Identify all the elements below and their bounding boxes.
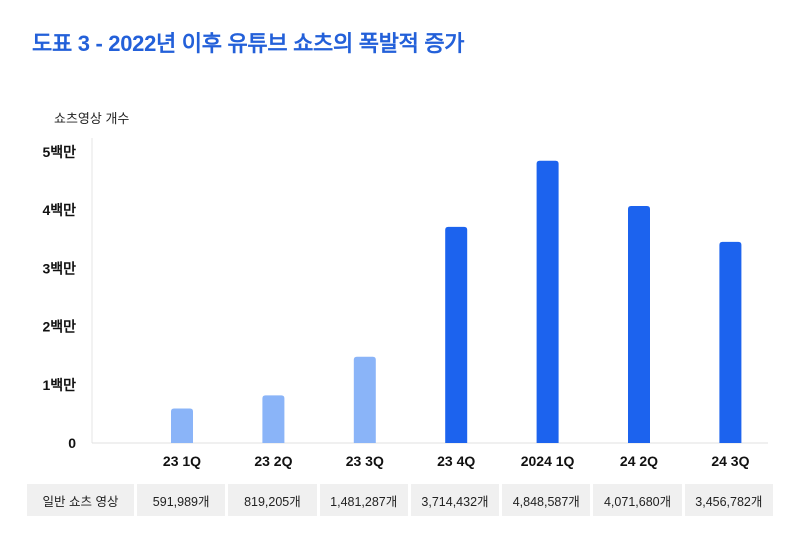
x-tick-label: 23 3Q	[346, 453, 384, 469]
bar	[171, 408, 193, 443]
table-cell: 3,714,432개	[410, 484, 500, 516]
bar	[262, 395, 285, 443]
table-cell: 591,989개	[137, 484, 226, 516]
x-tick-label: 2024 1Q	[521, 453, 575, 469]
bar-chart: 0 1백만 2백만 3백만 4백만 5백만 23 1Q 23 2Q 23 3Q 23 4Q 2024…	[42, 138, 768, 469]
chart-title: 도표 3 - 2022년 이후 유튜브 쇼츠의 폭발적 증가	[32, 31, 465, 56]
x-tick-label: 23 4Q	[437, 453, 475, 469]
y-tick-label: 3백만	[42, 260, 76, 276]
y-tick-label: 2백만	[42, 319, 76, 335]
x-tick-label: 24 3Q	[711, 453, 749, 469]
y-tick-label: 4백만	[42, 202, 76, 218]
x-tick-label: 24 2Q	[620, 453, 658, 469]
bar	[628, 206, 650, 443]
table-cell: 4,071,680개	[593, 484, 682, 516]
bar	[353, 356, 376, 443]
table-cell: 819,205개	[228, 484, 317, 516]
x-tick-label: 23 2Q	[254, 453, 292, 469]
bar	[536, 160, 559, 443]
data-table-row: 일반 쇼츠 영상 591,989개 819,205개 1,481,287개 3,…	[27, 484, 773, 516]
table-cell: 4,848,587개	[502, 484, 591, 516]
x-tick-label: 23 1Q	[163, 453, 201, 469]
y-tick-label: 5백만	[42, 144, 76, 160]
table-cell: 3,456,782개	[684, 484, 773, 516]
bar	[719, 241, 742, 443]
y-tick-label: 1백만	[42, 377, 76, 393]
y-axis-label: 쇼츠영상 개수	[54, 111, 130, 126]
table-cell: 1,481,287개	[319, 484, 408, 516]
y-tick-label: 0	[68, 435, 76, 451]
table-row-header: 일반 쇼츠 영상	[27, 484, 134, 516]
bar	[445, 226, 468, 443]
